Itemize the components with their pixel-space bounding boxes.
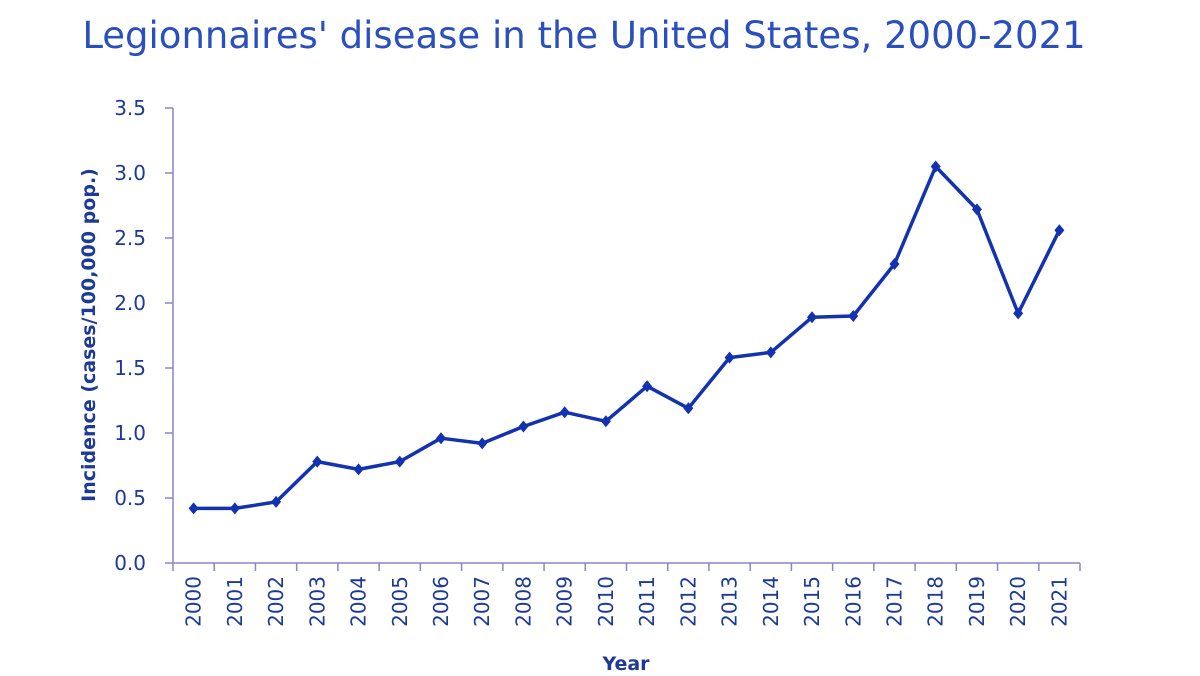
x-tick-label: 2011 <box>635 576 659 627</box>
data-point <box>229 502 240 515</box>
data-point <box>807 311 818 324</box>
data-point <box>724 351 735 364</box>
data-point <box>971 203 982 216</box>
data-point <box>435 432 446 445</box>
y-tick-label: 2.0 <box>114 291 146 315</box>
data-point <box>477 437 488 450</box>
data-point <box>188 502 199 515</box>
data-point <box>353 463 364 476</box>
x-tick-label: 2002 <box>264 576 288 627</box>
x-tick-label: 2021 <box>1047 576 1071 627</box>
y-tick-label: 0.0 <box>114 551 146 575</box>
data-point <box>889 258 900 270</box>
x-tick-label: 2013 <box>718 576 742 627</box>
x-tick-label: 2003 <box>305 576 329 627</box>
data-point <box>683 402 694 415</box>
x-axis-label: Year <box>601 653 650 675</box>
data-point <box>394 455 405 468</box>
y-tick-label: 3.0 <box>114 161 146 185</box>
x-tick-label: 2001 <box>223 576 247 627</box>
data-point <box>642 380 653 393</box>
x-tick-label: 2000 <box>182 576 206 627</box>
y-axis-label: Incidence (cases/100,000 pop.) <box>78 168 100 502</box>
x-tick-label: 2015 <box>800 576 824 627</box>
x-tick-label: 2012 <box>676 576 700 627</box>
data-point <box>848 310 859 322</box>
data-point <box>312 455 323 468</box>
x-tick-label: 2009 <box>553 576 577 627</box>
x-tick-label: 2020 <box>1006 576 1030 627</box>
x-tick-label: 2018 <box>924 576 948 627</box>
data-point <box>600 415 611 428</box>
y-tick-label: 2.5 <box>114 226 146 250</box>
x-tick-label: 2016 <box>841 576 865 627</box>
x-tick-label: 2004 <box>347 576 371 627</box>
x-tick-label: 2010 <box>594 576 618 627</box>
series-line <box>193 164 1061 511</box>
data-point <box>271 495 282 508</box>
x-tick-label: 2008 <box>511 576 535 627</box>
x-tick-label: 2007 <box>470 576 494 627</box>
data-point <box>930 160 941 173</box>
data-point <box>765 346 776 359</box>
x-tick-label: 2014 <box>759 576 783 627</box>
x-tick-label: 2017 <box>882 576 906 627</box>
y-tick-label: 3.5 <box>114 96 146 120</box>
x-tick-label: 2019 <box>965 576 989 627</box>
y-tick-label: 1.5 <box>114 356 146 380</box>
data-point <box>518 420 529 433</box>
x-tick-label: 2005 <box>388 576 412 627</box>
data-point <box>559 406 570 419</box>
y-tick-label: 1.0 <box>114 421 146 445</box>
data-point <box>1054 224 1065 237</box>
y-tick-label: 0.5 <box>114 486 146 510</box>
data-point <box>1013 307 1024 320</box>
x-tick-label: 2006 <box>429 576 453 627</box>
chart-title: Legionnaires' disease in the United Stat… <box>82 14 1085 57</box>
